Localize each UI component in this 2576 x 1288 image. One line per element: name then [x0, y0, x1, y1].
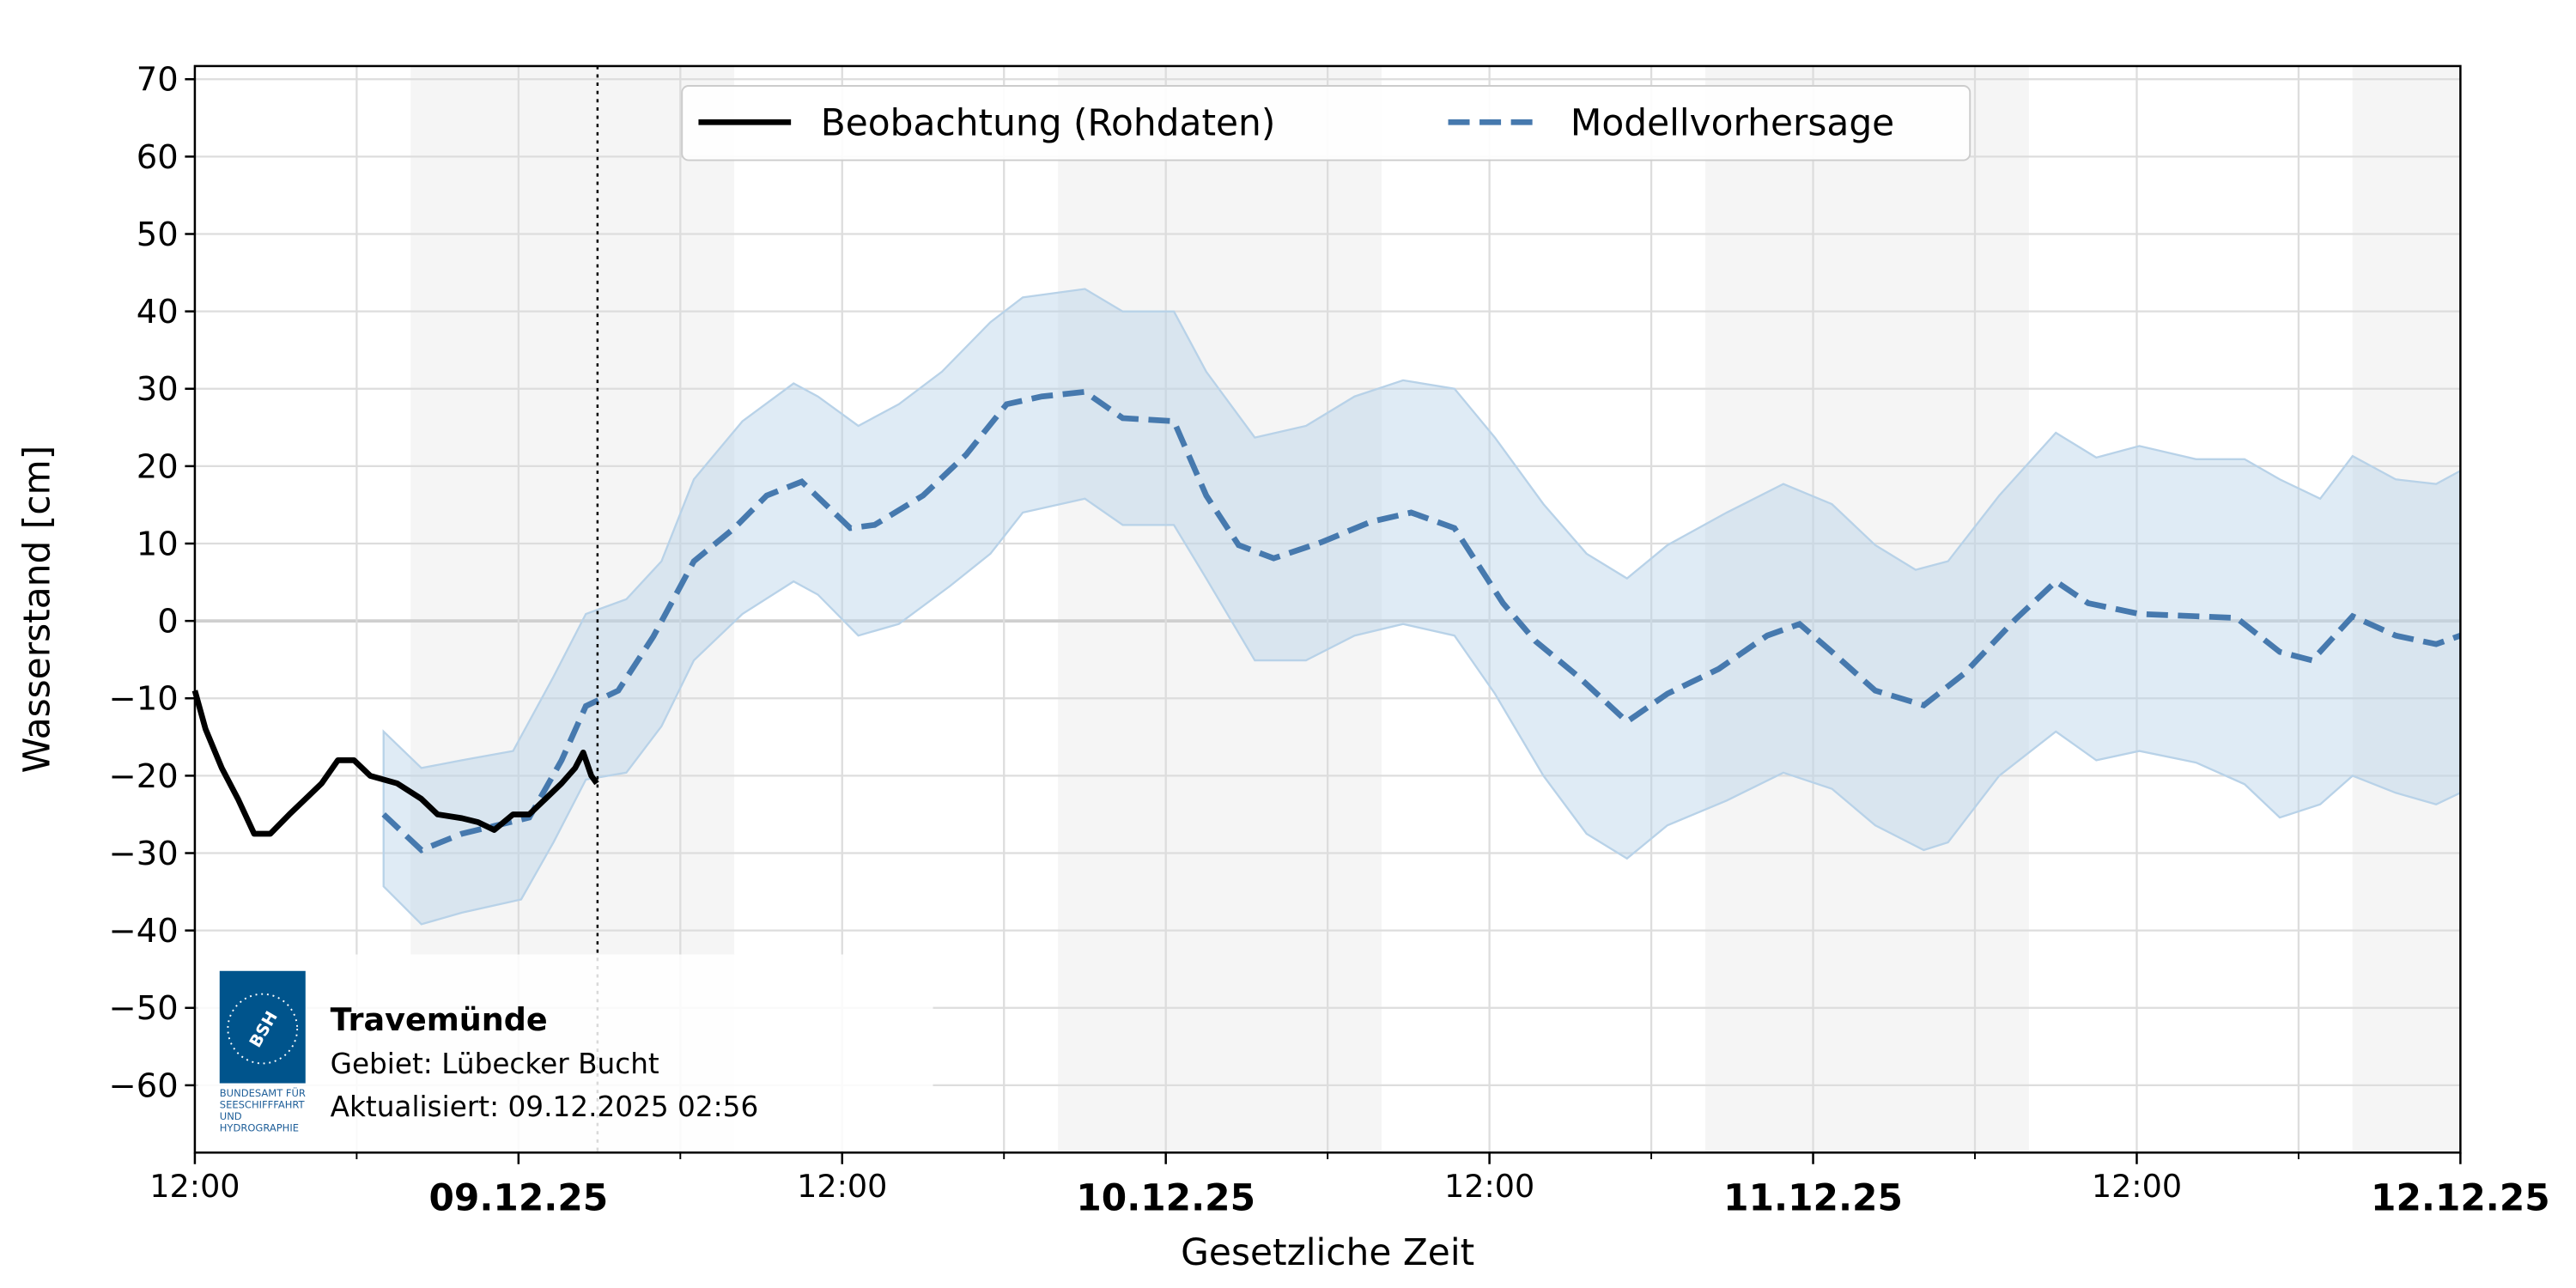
- legend: Beobachtung (Rohdaten) Modellvorhersage: [681, 85, 1971, 161]
- svg-text:HYDROGRAPHIE: HYDROGRAPHIE: [220, 1121, 299, 1133]
- y-tick-label: −20: [109, 757, 179, 796]
- station-area: Gebiet: Lübecker Bucht: [331, 1048, 659, 1080]
- x-tick-label: 12.12.25: [2371, 1177, 2550, 1219]
- x-tick-label: 10.12.25: [1076, 1177, 1255, 1219]
- station-info-box: BSH BUNDESAMT FÜR SEESCHIFFFAHRT UND HYD…: [197, 954, 933, 1151]
- bsh-logo: BSH BUNDESAMT FÜR SEESCHIFFFAHRT UND HYD…: [219, 970, 306, 1133]
- forecast-line: [381, 388, 2462, 854]
- svg-text:BUNDESAMT FÜR: BUNDESAMT FÜR: [220, 1085, 306, 1099]
- y-axis-ticks: −60 −50 −40 −30 −20 −10 0 10 20 30 40 50 60 70: [109, 61, 195, 1105]
- y-tick-label: 30: [137, 370, 179, 409]
- legend-observation-label: Beobachtung (Rohdaten): [821, 102, 1276, 144]
- x-tick-label: 12:00: [1444, 1168, 1534, 1205]
- x-axis-label: Gesetzliche Zeit: [1181, 1231, 1474, 1273]
- x-tick-label: 12:00: [149, 1168, 240, 1205]
- y-tick-label: 20: [137, 447, 179, 486]
- legend-forecast-label: Modellvorhersage: [1571, 102, 1894, 144]
- x-tick-label: 11.12.25: [1723, 1177, 1903, 1219]
- x-tick-label: 12:00: [797, 1168, 887, 1205]
- x-axis-ticks: 12:00 09.12.25 12:00 10.12.25 12:00 11.12.25 1…: [149, 1152, 2550, 1219]
- x-tick-label: 12:00: [2092, 1168, 2182, 1205]
- svg-text:UND: UND: [220, 1110, 242, 1122]
- y-tick-label: 0: [157, 603, 178, 641]
- y-tick-label: −50: [109, 989, 179, 1028]
- y-tick-label: −60: [109, 1066, 179, 1105]
- observation-line: [191, 690, 599, 837]
- updated-timestamp: Aktualisiert: 09.12.2025 02:56: [331, 1091, 759, 1123]
- station-name: Travemünde: [331, 1001, 548, 1038]
- y-tick-label: −30: [109, 835, 179, 873]
- y-tick-label: −10: [109, 680, 179, 719]
- y-tick-label: 50: [137, 216, 179, 254]
- y-tick-label: 10: [137, 525, 179, 563]
- y-tick-label: 40: [137, 293, 179, 331]
- y-tick-label: −40: [109, 912, 179, 951]
- y-tick-label: 60: [137, 138, 179, 177]
- y-tick-label: 70: [137, 61, 179, 100]
- svg-text:SEESCHIFFFAHRT: SEESCHIFFFAHRT: [220, 1098, 306, 1110]
- x-tick-label: 09.12.25: [428, 1177, 608, 1219]
- y-axis-label: Wasserstand [cm]: [16, 446, 58, 774]
- night-shade: [2352, 65, 2461, 1153]
